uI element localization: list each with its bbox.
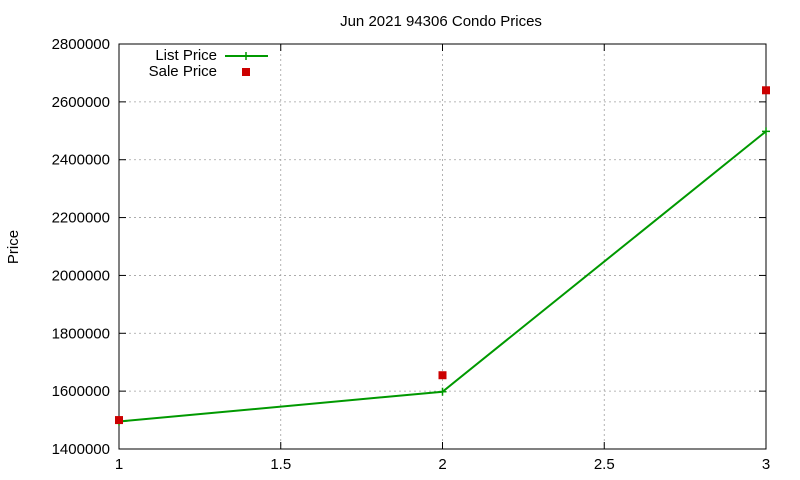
list-price-point-2 — [762, 127, 770, 136]
y-tick-label-7: 2800000 — [52, 36, 110, 53]
legend-marker-list-price — [242, 52, 250, 60]
x-tick-label-0: 1 — [115, 456, 123, 473]
x-tick-label-1: 1.5 — [270, 456, 291, 473]
x-tick-label-4: 3 — [762, 456, 770, 473]
sale-price-point-2 — [762, 86, 770, 95]
plot-area: 1 1.5 2 2.5 3 1400000 1600000 1800000 2000000 220… — [52, 36, 771, 473]
y-tick-label-1: 1600000 — [52, 383, 110, 400]
x-tick-label-2: 2 — [438, 456, 446, 473]
list-price-point-1 — [438, 387, 447, 396]
y-tick-label-5: 2400000 — [52, 152, 110, 169]
x-tick-label-3: 2.5 — [594, 456, 615, 473]
y-tick-label-2: 1800000 — [52, 325, 110, 342]
sale-price-point-0 — [115, 416, 123, 425]
y-tick-label-0: 1400000 — [52, 441, 110, 458]
legend-marker-sale-price — [242, 68, 250, 76]
y-tick-label-4: 2200000 — [52, 210, 110, 227]
legend-label-list-price: List Price — [155, 47, 217, 64]
y-tick-label-6: 2600000 — [52, 94, 110, 111]
sale-price-point-1 — [438, 371, 447, 380]
y-axis-label: Price — [5, 230, 22, 264]
chart-title: Jun 2021 94306 Condo Prices — [340, 13, 542, 30]
y-tick-label-3: 2000000 — [52, 267, 110, 284]
legend-label-sale-price: Sale Price — [149, 63, 217, 80]
